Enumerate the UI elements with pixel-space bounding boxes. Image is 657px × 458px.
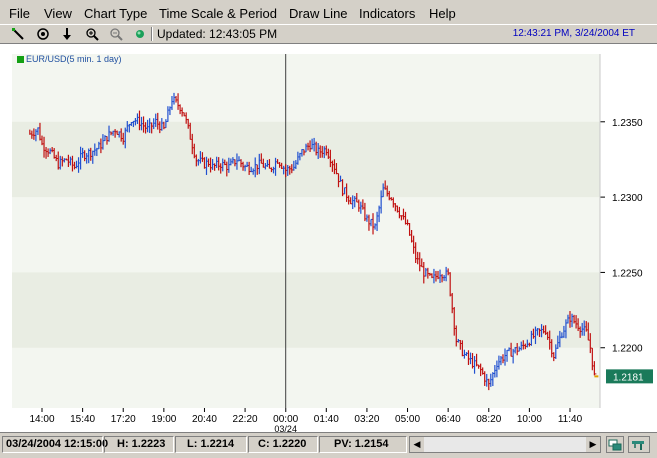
y-tick-label: 1.2350 xyxy=(612,118,643,129)
plot-band xyxy=(12,272,600,348)
status-close: C: 1.2220 xyxy=(248,436,318,453)
toolbar: Updated: 12:43:05 PM 12:43:21 PM, 3/24/2… xyxy=(0,24,657,44)
plot-background xyxy=(12,54,600,408)
status-bar: 03/24/2004 12:15:00 H: 1.2223 L: 1.2214 … xyxy=(0,432,657,458)
legend-swatch xyxy=(17,55,24,63)
status-high: H: 1.2223 xyxy=(104,436,174,453)
x-tick-label: 05:00 xyxy=(395,414,420,425)
y-tick-label: 1.2300 xyxy=(612,193,643,204)
menu-bar: File View Chart Type Time Scale & Period… xyxy=(0,0,657,24)
crosshair-icon[interactable] xyxy=(34,26,52,42)
y-tick-label: 1.2200 xyxy=(612,344,643,355)
status-dot-icon xyxy=(131,26,149,42)
status-low: L: 1.2214 xyxy=(175,436,247,453)
current-clock: 12:43:21 PM, 3/24/2004 ET xyxy=(512,28,635,39)
status-pv: PV: 1.2154 xyxy=(319,436,407,453)
scroll-left-icon[interactable]: ◀ xyxy=(410,437,424,452)
chart-area[interactable]: 1.2350 1.2300 1.2250 1.2200 14:00 15:40 17:20 1… xyxy=(0,44,657,434)
menu-view[interactable]: View xyxy=(44,6,72,21)
x-tick-label: 06:40 xyxy=(436,414,461,425)
x-date-sublabel: 03/24 xyxy=(274,424,297,432)
x-tick-label: 11:40 xyxy=(558,414,583,425)
settings-tool-icon[interactable] xyxy=(628,436,650,453)
x-tick-label: 08:20 xyxy=(476,414,501,425)
x-tick-label: 00:00 xyxy=(273,414,298,425)
last-price-badge xyxy=(606,369,653,384)
x-tick-label: 20:40 xyxy=(192,414,217,425)
last-price-label: 1.2181 xyxy=(613,372,644,383)
x-tick-label: 22:20 xyxy=(233,414,258,425)
zoom-out-icon[interactable] xyxy=(107,26,125,42)
chart-scrollbar[interactable]: ◀ ▶ xyxy=(409,436,601,453)
menu-draw-line[interactable]: Draw Line xyxy=(289,6,348,21)
zoom-in-icon[interactable] xyxy=(83,26,101,42)
status-date: 03/24/2004 12:15:00 xyxy=(2,436,108,453)
x-tick-label: 10:00 xyxy=(517,414,542,425)
x-tick-label: 19:00 xyxy=(151,414,176,425)
draw-line-icon[interactable] xyxy=(9,26,27,42)
menu-file[interactable]: File xyxy=(9,6,30,21)
plot-band xyxy=(12,121,600,198)
x-tick-label: 15:40 xyxy=(70,414,95,425)
menu-indicators[interactable]: Indicators xyxy=(359,6,416,21)
y-tick-label: 1.2250 xyxy=(612,268,643,279)
down-arrow-icon[interactable] xyxy=(58,26,76,42)
x-tick-label: 17:20 xyxy=(111,414,136,425)
toolbar-separator xyxy=(151,27,153,41)
legend-label: EUR/USD(5 min. 1 day) xyxy=(26,54,122,64)
x-tick-label: 01:40 xyxy=(314,414,339,425)
x-tick-label: 14:00 xyxy=(29,414,54,425)
menu-help[interactable]: Help xyxy=(429,6,456,21)
price-chart[interactable]: 1.2350 1.2300 1.2250 1.2200 14:00 15:40 17:20 1… xyxy=(0,44,657,434)
x-tick-label: 03:20 xyxy=(354,414,379,425)
menu-time-scale-period[interactable]: Time Scale & Period xyxy=(159,6,278,21)
menu-chart-type[interactable]: Chart Type xyxy=(84,6,148,21)
chart-legend: EUR/USD(5 min. 1 day) xyxy=(17,54,122,64)
updated-time: Updated: 12:43:05 PM xyxy=(157,27,278,41)
scroll-right-icon[interactable]: ▶ xyxy=(586,437,600,452)
window-tile-icon[interactable] xyxy=(606,436,624,453)
